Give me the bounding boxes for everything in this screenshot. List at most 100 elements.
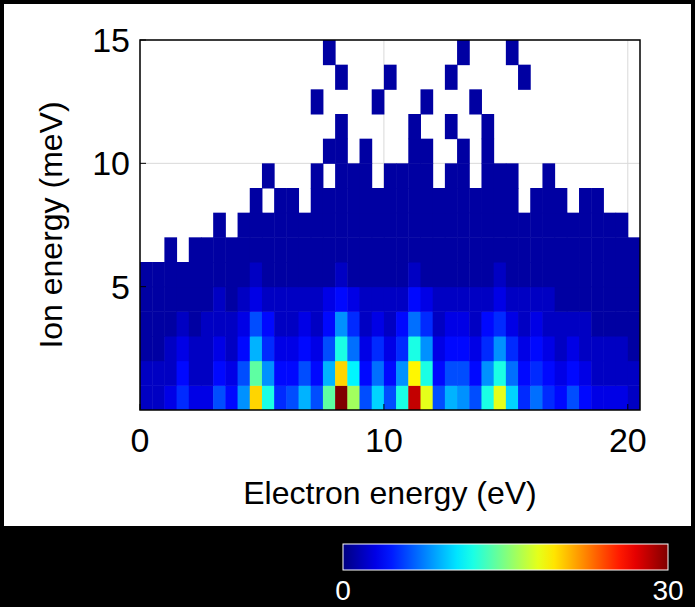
- colorbar-tick-label: 30: [652, 575, 683, 606]
- heatmap-cell: [323, 262, 336, 287]
- heatmap-cell: [433, 262, 446, 287]
- heatmap-cell: [433, 287, 446, 312]
- heatmap-cell: [372, 287, 385, 312]
- heatmap-cell: [360, 139, 373, 164]
- heatmap-cell: [579, 237, 592, 262]
- heatmap-cell: [140, 361, 153, 386]
- heatmap-cell: [299, 213, 312, 238]
- heatmap-cell: [542, 361, 555, 386]
- heatmap-cell: [347, 287, 360, 312]
- heatmap-cell: [360, 361, 373, 386]
- heatmap-cell: [347, 262, 360, 287]
- heatmap-cell: [567, 361, 580, 386]
- heatmap-cell: [603, 311, 616, 336]
- heatmap-cell: [177, 385, 190, 410]
- tick: [383, 404, 384, 410]
- heatmap-cell: [408, 163, 421, 188]
- heatmap-cell: [506, 361, 519, 386]
- heatmap-cell: [591, 311, 604, 336]
- heatmap-cell: [384, 65, 397, 90]
- heatmap-cell: [420, 213, 433, 238]
- heatmap-cell: [311, 336, 324, 361]
- heatmap-cell: [238, 262, 251, 287]
- heatmap-cell: [616, 311, 629, 336]
- heatmap-cell: [323, 287, 336, 312]
- heatmap-cell: [201, 385, 214, 410]
- heatmap-cell: [445, 188, 458, 213]
- tick: [140, 404, 141, 410]
- heatmap-cell: [445, 287, 458, 312]
- heatmap-cell: [238, 385, 251, 410]
- heatmap-cell: [396, 361, 409, 386]
- heatmap-cell: [250, 336, 263, 361]
- heatmap-cell: [335, 114, 348, 139]
- heatmap-cell: [506, 336, 519, 361]
- chart: 0102051015Electron energy (eV)Ion energy…: [0, 0, 695, 607]
- heatmap-cell: [140, 262, 153, 287]
- heatmap-cell: [494, 262, 507, 287]
- heatmap-cell: [457, 40, 470, 65]
- heatmap-cell: [567, 385, 580, 410]
- heatmap-cell: [530, 287, 543, 312]
- heatmap-cell: [335, 163, 348, 188]
- heatmap-cell: [250, 311, 263, 336]
- heatmap-cell: [579, 262, 592, 287]
- heatmap-cell: [542, 188, 555, 213]
- heatmap-cell: [213, 213, 226, 238]
- heatmap-cell: [469, 287, 482, 312]
- y-axis-title: Ion energy (meV): [33, 101, 69, 348]
- heatmap-cell: [372, 237, 385, 262]
- heatmap-cell: [542, 237, 555, 262]
- heatmap-cell: [518, 311, 531, 336]
- heatmap-cell: [189, 336, 202, 361]
- heatmap-cell: [347, 385, 360, 410]
- heatmap-cell: [360, 311, 373, 336]
- heatmap-cell: [469, 311, 482, 336]
- heatmap-cell: [262, 311, 275, 336]
- heatmap-cell: [274, 188, 287, 213]
- heatmap-cell: [250, 188, 263, 213]
- heatmap-cell: [628, 385, 640, 410]
- heatmap-cell: [347, 311, 360, 336]
- heatmap-cell: [408, 311, 421, 336]
- heatmap-cell: [360, 287, 373, 312]
- heatmap-cell: [164, 287, 177, 312]
- heatmap-cell: [420, 139, 433, 164]
- heatmap-cell: [262, 213, 275, 238]
- heatmap-cell: [189, 262, 202, 287]
- heatmap-cell: [481, 188, 494, 213]
- heatmap-cell: [518, 237, 531, 262]
- heatmap-cell: [494, 163, 507, 188]
- heatmap-cell: [603, 385, 616, 410]
- heatmap-cell: [274, 287, 287, 312]
- heatmap-cell: [238, 213, 251, 238]
- heatmap-cell: [323, 188, 336, 213]
- heatmap-cell: [555, 213, 568, 238]
- heatmap-cell: [408, 237, 421, 262]
- heatmap-cell: [420, 311, 433, 336]
- heatmap-cell: [286, 336, 299, 361]
- heatmap-cell: [408, 114, 421, 139]
- heatmap-cell: [323, 385, 336, 410]
- heatmap-cell: [262, 262, 275, 287]
- heatmap-cell: [274, 385, 287, 410]
- x-axis-title: Electron energy (eV): [243, 475, 536, 511]
- heatmap-cell: [299, 237, 312, 262]
- heatmap-cell: [384, 188, 397, 213]
- heatmap-cell: [323, 213, 336, 238]
- heatmap-cell: [567, 311, 580, 336]
- tick: [140, 286, 146, 287]
- heatmap-cell: [323, 237, 336, 262]
- heatmap-cell: [603, 336, 616, 361]
- heatmap-cell: [323, 311, 336, 336]
- heatmap-cell: [506, 311, 519, 336]
- heatmap-cell: [567, 262, 580, 287]
- heatmap-cell: [360, 237, 373, 262]
- heatmap-cell: [286, 311, 299, 336]
- heatmap-cell: [518, 262, 531, 287]
- heatmap-cell: [469, 89, 482, 114]
- heatmap-cell: [152, 385, 165, 410]
- heatmap-cell: [140, 311, 153, 336]
- heatmap-cell: [408, 287, 421, 312]
- heatmap-cell: [506, 40, 519, 65]
